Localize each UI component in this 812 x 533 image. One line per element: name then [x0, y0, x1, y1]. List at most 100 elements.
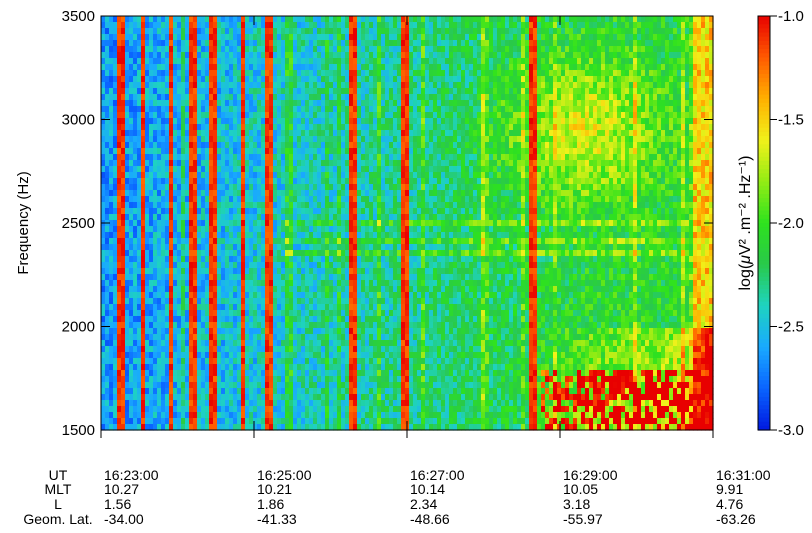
heatmap-cell: [225, 130, 230, 137]
heatmap-cell: [133, 46, 138, 53]
heatmap-cell: [361, 388, 366, 395]
heatmap-cell: [353, 172, 358, 179]
heatmap-cell: [233, 358, 238, 365]
heatmap-cell: [181, 274, 186, 281]
heatmap-cell: [221, 106, 226, 113]
heatmap-cell: [357, 100, 362, 107]
heatmap-cell: [217, 22, 222, 29]
heatmap-cell: [113, 412, 118, 419]
heatmap-cell: [377, 340, 382, 347]
heatmap-cell: [369, 418, 374, 425]
heatmap-cell: [225, 22, 230, 29]
heatmap-cell: [377, 208, 382, 215]
heatmap-cell: [261, 316, 266, 323]
heatmap-cell: [113, 424, 118, 431]
heatmap-cell: [277, 316, 282, 323]
heatmap-cell: [233, 28, 238, 35]
heatmap-cell: [137, 112, 142, 119]
heatmap-cell: [193, 352, 198, 359]
heatmap-cell: [377, 322, 382, 329]
heatmap-cell: [261, 106, 266, 113]
heatmap-cell: [281, 184, 286, 191]
heatmap-cell: [237, 298, 242, 305]
heatmap-cell: [113, 310, 118, 317]
heatmap-cell: [249, 334, 254, 341]
heatmap-cell: [157, 298, 162, 305]
heatmap-cell: [285, 142, 290, 149]
heatmap-cell: [141, 106, 146, 113]
heatmap-cell: [193, 166, 198, 173]
heatmap-cell: [341, 214, 346, 221]
heatmap-cell: [269, 238, 274, 245]
heatmap-cell: [353, 298, 358, 305]
heatmap-cell: [381, 154, 386, 161]
heatmap-cell: [361, 76, 366, 83]
heatmap-cell: [313, 358, 318, 365]
heatmap-cell: [217, 82, 222, 89]
heatmap-cell: [109, 148, 114, 155]
heatmap-cell: [237, 220, 242, 227]
heatmap-cell: [109, 298, 114, 305]
heatmap-cell: [197, 298, 202, 305]
heatmap-cell: [129, 106, 134, 113]
heatmap-cell: [245, 298, 250, 305]
heatmap-cell: [157, 382, 162, 389]
heatmap-cell: [357, 82, 362, 89]
heatmap-cell: [105, 124, 110, 131]
heatmap-cell: [345, 250, 350, 257]
heatmap-cell: [193, 28, 198, 35]
heatmap-cell: [205, 172, 210, 179]
heatmap-cell: [317, 274, 322, 281]
heatmap-cell: [365, 46, 370, 53]
heatmap-cell: [221, 76, 226, 83]
heatmap-cell: [381, 418, 386, 425]
heatmap-cell: [221, 280, 226, 287]
heatmap-cell: [101, 100, 106, 107]
heatmap-cell: [157, 154, 162, 161]
heatmap-cell: [125, 256, 130, 263]
heatmap-cell: [125, 58, 130, 65]
heatmap-cell: [265, 112, 270, 119]
heatmap-cell: [253, 202, 258, 209]
heatmap-cell: [313, 412, 318, 419]
heatmap-cell: [357, 214, 362, 221]
heatmap-cell: [317, 208, 322, 215]
heatmap-cell: [153, 370, 158, 377]
heatmap-cell: [377, 376, 382, 383]
heatmap-cell: [369, 172, 374, 179]
heatmap-cell: [229, 382, 234, 389]
heatmap-cell: [277, 124, 282, 131]
heatmap-cell: [285, 76, 290, 83]
heatmap-cell: [189, 16, 194, 23]
heatmap-cell: [301, 70, 306, 77]
heatmap-cell: [225, 196, 230, 203]
heatmap-cell: [381, 322, 386, 329]
heatmap-cell: [305, 70, 310, 77]
heatmap-cell: [329, 112, 334, 119]
heatmap-cell: [233, 130, 238, 137]
heatmap-cell: [237, 214, 242, 221]
heatmap-cell: [333, 292, 338, 299]
heatmap-cell: [185, 346, 190, 353]
heatmap-cell: [117, 196, 122, 203]
heatmap-cell: [189, 22, 194, 29]
heatmap-cell: [309, 304, 314, 311]
heatmap-cell: [237, 130, 242, 137]
heatmap-cell: [257, 118, 262, 125]
heatmap-cell: [349, 322, 354, 329]
heatmap-cell: [285, 184, 290, 191]
heatmap-cell: [301, 322, 306, 329]
heatmap-cell: [361, 82, 366, 89]
heatmap-cell: [325, 154, 330, 161]
heatmap-cell: [337, 94, 342, 101]
heatmap-cell: [293, 370, 298, 377]
heatmap-cell: [273, 310, 278, 317]
heatmap-cell: [213, 130, 218, 137]
heatmap-cell: [169, 418, 174, 425]
heatmap-cell: [165, 130, 170, 137]
heatmap-cell: [277, 46, 282, 53]
heatmap-cell: [377, 58, 382, 65]
heatmap-cell: [377, 328, 382, 335]
heatmap-cell: [325, 226, 330, 233]
heatmap-cell: [197, 322, 202, 329]
